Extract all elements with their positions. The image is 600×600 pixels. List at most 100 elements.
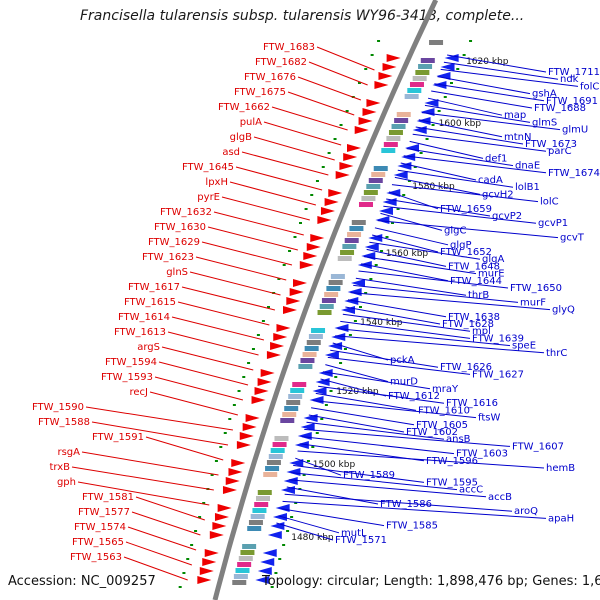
reverse-gene-leader — [297, 76, 362, 101]
guide-ring-dot — [374, 264, 378, 266]
reverse-gene-arrow — [282, 306, 297, 314]
reverse-gene-leader — [235, 166, 323, 191]
guide-ring-dot — [274, 572, 278, 574]
forward-gene-label: FTW_1571 — [335, 535, 387, 546]
reverse-gene-arrow — [209, 531, 224, 539]
forward-gene-leader — [371, 234, 439, 253]
forward-gene-arrow — [397, 162, 412, 170]
forward-gene-label: FTW_1688 — [534, 103, 586, 114]
forward-gene-arrow — [331, 333, 346, 341]
forward-gene-leader — [293, 464, 425, 483]
guide-ring-dot — [449, 82, 453, 84]
reverse-gene-label: FTW_1662 — [218, 102, 270, 113]
feature-block — [351, 220, 366, 225]
forward-gene-label: FTW_1616 — [446, 398, 498, 409]
forward-gene-leader — [313, 400, 477, 419]
forward-gene-arrow — [334, 324, 349, 332]
reverse-gene-leader — [181, 286, 276, 311]
reverse-gene-label: asd — [222, 147, 240, 158]
reverse-gene-label: FTW_1682 — [255, 57, 307, 68]
reverse-gene-arrow — [273, 333, 288, 341]
reverse-gene-label: FTW_1588 — [38, 417, 90, 428]
feature-block — [330, 274, 345, 279]
guide-ring-dot — [186, 558, 190, 560]
forward-gene-label: mpl — [472, 326, 491, 337]
reverse-gene-label: FTW_1617 — [128, 282, 180, 293]
forward-gene-leader — [377, 220, 559, 239]
forward-gene-leader — [308, 414, 405, 433]
reverse-gene-leader — [221, 196, 310, 221]
feature-block — [340, 250, 355, 255]
guide-ring-dot — [294, 502, 298, 504]
forward-gene-label: glgA — [482, 254, 504, 265]
forward-gene-label: aroQ — [514, 506, 538, 517]
reverse-gene-arrow — [222, 486, 237, 494]
reverse-gene-arrow — [366, 99, 381, 107]
forward-gene-label: FTW_1691 — [546, 96, 598, 107]
forward-gene-label: gcvT — [560, 233, 585, 244]
feature-block — [274, 436, 289, 441]
guide-ring-dot — [348, 334, 352, 336]
reverse-gene-arrow — [317, 216, 332, 224]
reverse-gene-leader — [263, 121, 342, 146]
forward-gene-arrow — [300, 423, 315, 431]
guide-ring-dot — [228, 418, 232, 420]
forward-gene-arrow — [328, 342, 343, 350]
reverse-gene-arrow — [239, 432, 254, 440]
guide-ring-dot — [425, 138, 429, 140]
guide-ring-dot — [210, 474, 214, 476]
guide-ring-dot — [327, 152, 331, 154]
feature-block — [235, 568, 250, 573]
guide-ring-dot — [298, 222, 302, 224]
forward-gene-arrow — [404, 144, 419, 152]
forward-gene-arrow — [272, 513, 287, 521]
forward-gene-label: FTW_1638 — [448, 312, 500, 323]
reverse-gene-leader — [201, 241, 293, 266]
forward-gene-leader — [337, 328, 511, 347]
reverse-gene-arrow — [378, 72, 393, 80]
feature-block — [368, 178, 383, 183]
reverse-gene-label: FTW_1594 — [105, 357, 157, 368]
guide-ring-dot — [237, 390, 241, 392]
forward-gene-leader — [295, 457, 342, 476]
accession-text: Accession: NC_009257 — [8, 574, 156, 589]
feature-block — [344, 238, 359, 243]
guide-ring-dot — [419, 152, 423, 154]
guide-ring-dot — [182, 572, 186, 574]
scale-label: 1580 kbp — [412, 182, 455, 192]
feature-block — [311, 328, 326, 333]
reverse-gene-leader — [158, 361, 249, 386]
forward-gene-label: apaH — [548, 513, 574, 524]
guide-ring-dot — [304, 208, 308, 210]
feature-block — [268, 454, 283, 459]
forward-gene-arrow — [375, 216, 390, 224]
guide-ring-dot — [202, 502, 206, 504]
forward-gene-label: ansB — [446, 434, 471, 445]
reverse-gene-arrow — [354, 126, 369, 134]
reverse-gene-label: FTW_1675 — [234, 87, 286, 98]
forward-gene-leader — [361, 263, 449, 282]
forward-gene-leader — [284, 493, 513, 512]
reverse-gene-arrow — [217, 504, 232, 512]
scale-label: 1600 kbp — [439, 119, 482, 129]
forward-gene-label: FTW_1648 — [448, 261, 500, 272]
reverse-gene-leader — [145, 436, 224, 461]
forward-gene-leader — [318, 385, 445, 404]
reverse-gene-leader — [229, 181, 317, 206]
forward-gene-leader — [282, 500, 547, 519]
forward-gene-arrow — [347, 288, 362, 296]
guide-ring-dot — [247, 362, 251, 364]
forward-gene-leader — [311, 407, 415, 426]
forward-gene-arrow — [260, 558, 275, 566]
guide-ring-dot — [369, 278, 373, 280]
forward-gene-leader — [345, 306, 441, 325]
guide-ring-dot — [431, 124, 435, 126]
forward-gene-label: mraY — [432, 384, 459, 395]
reverse-gene-leader — [85, 406, 233, 431]
forward-gene-label: FTW_1626 — [440, 362, 492, 373]
forward-gene-arrow — [267, 531, 282, 539]
forward-gene-label: map — [504, 110, 526, 121]
reverse-gene-arrow — [293, 279, 308, 287]
guide-ring-dot — [321, 166, 325, 168]
forward-gene-label: mutL — [341, 528, 367, 539]
